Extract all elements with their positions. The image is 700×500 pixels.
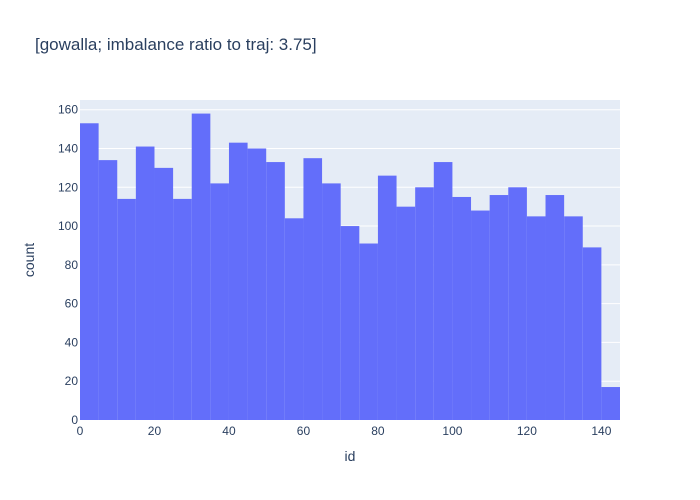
histogram-bar: [135, 146, 155, 420]
histogram-bar: [98, 160, 118, 420]
x-axis-ticks: 0 20 40 60 80 100 120 140: [77, 424, 612, 438]
histogram-bar: [489, 195, 509, 420]
bars: [80, 113, 620, 421]
x-tick-label: 140: [591, 424, 611, 438]
histogram-bar: [340, 226, 360, 420]
y-tick-label: 100: [58, 219, 78, 233]
x-tick-label: 40: [222, 424, 236, 438]
x-tick-label: 20: [148, 424, 162, 438]
histogram-bar: [322, 183, 341, 420]
y-tick-label: 0: [71, 413, 78, 427]
x-tick-label: 80: [371, 424, 385, 438]
y-tick-label: 60: [65, 297, 79, 311]
y-tick-label: 160: [58, 103, 78, 117]
histogram-bar: [303, 158, 323, 420]
histogram-bar: [266, 162, 285, 420]
histogram-bar: [564, 216, 583, 420]
histogram-bar: [452, 196, 472, 420]
x-tick-label: 120: [517, 424, 537, 438]
histogram-bar: [377, 175, 397, 420]
histogram-bar: [284, 218, 304, 420]
y-tick-label: 80: [65, 258, 79, 272]
histogram-bar: [545, 195, 565, 420]
histogram-bar: [396, 206, 416, 420]
histogram-bar: [601, 387, 620, 420]
histogram-bar: [80, 123, 99, 420]
histogram-bar: [582, 247, 602, 420]
histogram-bar: [191, 113, 211, 421]
histogram-bar: [415, 187, 434, 420]
y-axis-title: count: [21, 243, 37, 277]
histogram-bar: [471, 210, 490, 420]
y-tick-label: 120: [58, 180, 78, 194]
histogram-bar: [359, 243, 378, 420]
chart-title: [gowalla; imbalance ratio to traj: 3.75]: [35, 35, 317, 54]
y-tick-label: 140: [58, 141, 78, 155]
histogram-bar: [433, 162, 453, 420]
x-axis-title: id: [345, 448, 356, 464]
histogram-bar: [154, 167, 174, 420]
histogram-bar: [508, 187, 527, 420]
y-tick-label: 40: [65, 335, 79, 349]
x-tick-label: 0: [77, 424, 84, 438]
y-tick-label: 20: [65, 374, 79, 388]
x-tick-label: 60: [297, 424, 311, 438]
histogram-bar: [117, 198, 136, 420]
histogram-bar: [247, 148, 267, 420]
histogram-bar: [210, 183, 229, 420]
histogram-bar: [526, 216, 546, 420]
x-tick-label: 100: [442, 424, 462, 438]
y-axis-ticks: 0 20 40 60 80 100 120 140 160: [58, 103, 78, 427]
histogram-bar: [173, 198, 192, 420]
histogram-bar: [228, 142, 248, 420]
